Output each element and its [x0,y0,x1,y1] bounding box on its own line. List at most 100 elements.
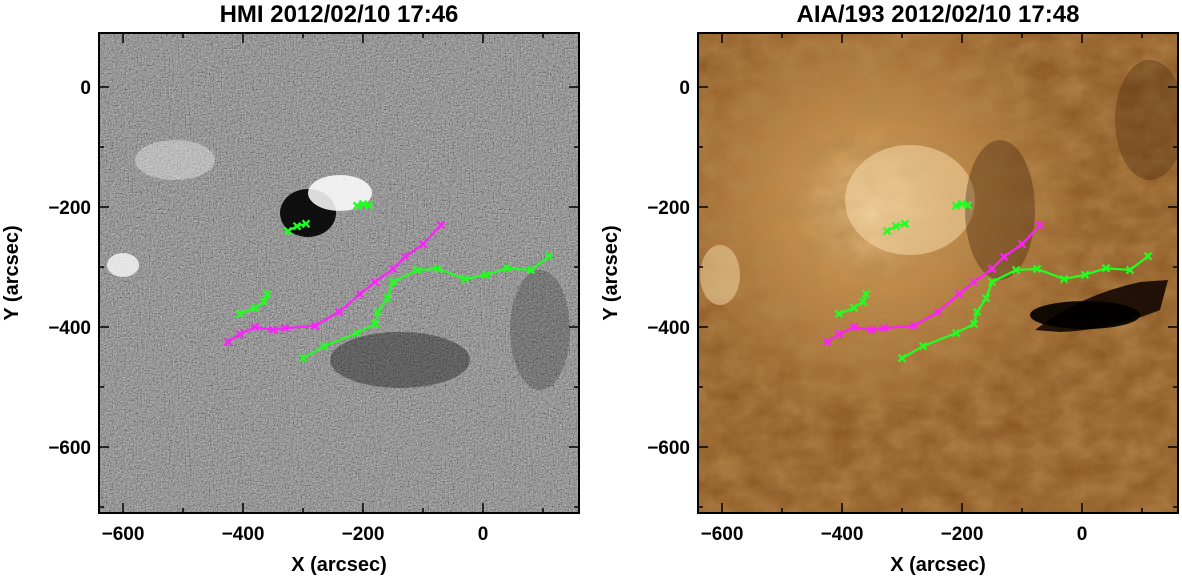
data-point-marker [334,307,344,317]
data-point-marker [370,277,380,287]
series-line [239,293,269,315]
data-point-marker [897,353,907,363]
magnetogram-image [99,33,579,513]
axis-ticks [698,33,1178,513]
data-point-marker [235,309,245,319]
y-axis-label: Y (arcsec) [600,225,622,320]
x-axis-tick-label: −400 [821,524,864,545]
data-point-marker [909,321,919,331]
x-axis-tick-label: −400 [222,524,265,545]
y-axis-tick-label: −400 [647,318,690,339]
series [223,220,446,347]
series [882,219,910,236]
data-point-marker [987,264,997,274]
data-point-marker [822,337,832,347]
panel-aia: AIA/193 2012/02/10 17:48 −600 −400 −200 … [600,1,1179,576]
data-point-marker [319,341,329,351]
data-point-marker [963,200,973,210]
data-point-marker [933,307,943,317]
x-axis-tick-label: 0 [478,524,489,545]
series [897,251,1153,363]
data-point-marker [999,252,1009,262]
data-point-marker [355,289,365,299]
panel-hmi: HMI 2012/02/10 17:46 −600 −400 −200 0 0 … [1,1,580,576]
data-point-marker [250,322,260,332]
data-point-marker [1080,270,1090,280]
data-point-marker [969,277,979,287]
x-axis-tick-label: −600 [701,524,744,545]
series-group [223,199,554,363]
data-point-marker [388,264,398,274]
x-axis-tick-label: −200 [342,524,385,545]
data-point-marker [834,329,844,339]
data-point-marker [481,270,491,280]
chart-title: AIA/193 2012/02/10 17:48 [797,1,1080,28]
data-point-marker [849,322,859,332]
data-point-marker [951,328,961,338]
y-axis-label: Y (arcsec) [1,225,23,320]
x-axis-tick-label: −600 [102,524,145,545]
series [352,199,374,211]
data-point-marker [298,353,308,363]
data-point-marker [433,264,443,274]
data-point-marker [502,263,512,273]
data-point-marker [364,200,374,210]
data-point-marker [268,325,278,335]
data-point-marker [1143,251,1153,261]
data-point-marker [358,199,368,209]
x-axis-tick-label: 0 [1077,524,1088,545]
data-point-marker [987,277,997,287]
data-point-marker [400,252,410,262]
series-line [838,293,868,315]
data-point-marker [235,329,245,339]
data-point-marker [412,265,422,275]
data-point-marker [373,307,383,317]
data-point-marker [259,297,269,307]
data-point-marker [352,328,362,338]
data-point-marker [280,323,290,333]
data-point-marker [1101,263,1111,273]
data-point-marker [858,297,868,307]
data-point-marker [436,220,446,230]
x-axis-label: X (arcsec) [890,554,986,576]
data-point-marker [1017,239,1027,249]
data-point-marker [891,221,901,231]
series [298,251,554,363]
data-point-marker [544,251,554,261]
data-point-marker [867,325,877,335]
data-point-marker [954,289,964,299]
y-axis-tick-label: 0 [679,78,690,99]
data-point-marker [1032,264,1042,274]
axis-ticks [99,33,579,513]
data-point-marker [882,226,892,236]
data-point-marker [526,265,536,275]
data-point-marker [1059,274,1069,284]
data-point-marker [951,201,961,211]
data-point-marker [382,293,392,303]
data-point-marker [250,303,260,313]
x-axis-label: X (arcsec) [291,554,387,576]
series [822,220,1045,347]
series [235,289,272,319]
data-point-marker [918,341,928,351]
y-axis-tick-label: 0 [80,78,91,99]
series [951,199,973,211]
x-axis-tick-label: −200 [941,524,984,545]
data-point-marker [310,321,320,331]
data-point-marker [262,289,272,299]
data-point-marker [352,201,362,211]
euv-image [698,33,1178,513]
data-point-marker [370,319,380,329]
data-point-marker [879,323,889,333]
data-point-marker [849,303,859,313]
series [834,289,871,319]
y-axis-tick-label: −600 [48,438,91,459]
data-point-marker [1011,265,1021,275]
series-group [822,199,1153,363]
series [283,219,311,236]
data-point-marker [223,337,233,347]
data-point-marker [1035,220,1045,230]
data-point-marker [388,277,398,287]
data-point-marker [301,219,311,229]
